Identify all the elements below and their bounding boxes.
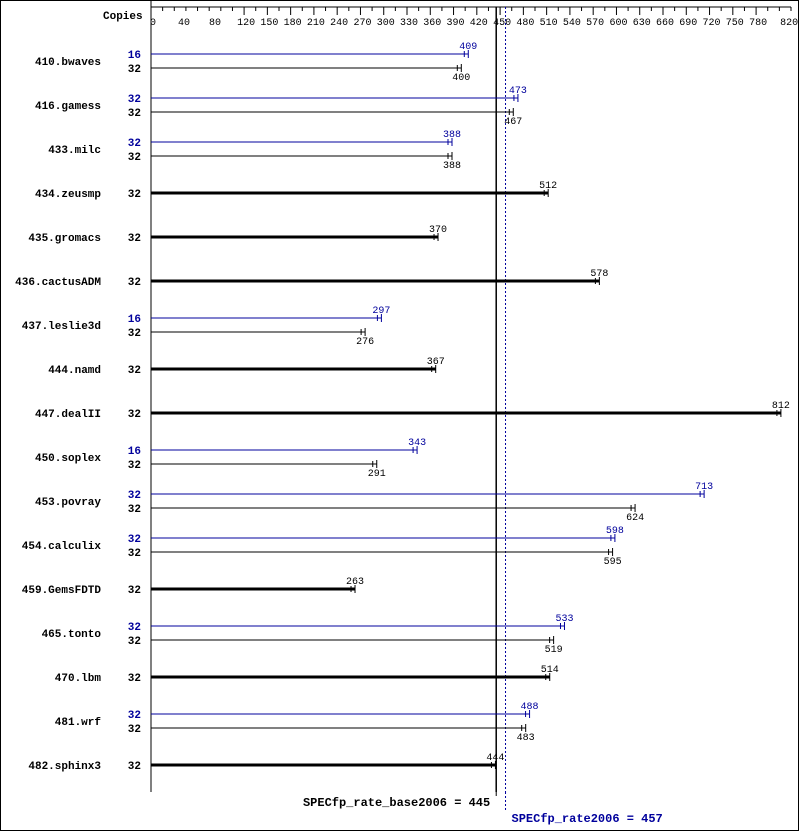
base-score-label: SPECfp_rate_base2006 = 445 — [303, 796, 490, 810]
benchmark-label: 481.wrf — [55, 717, 102, 729]
benchmark-label: 433.milc — [48, 145, 101, 157]
copies-value-peak: 32 — [128, 622, 141, 634]
bar-value-label: 473 — [509, 86, 527, 97]
copies-value-peak: 32 — [128, 710, 141, 722]
axis-tick-label: 420 — [470, 18, 488, 29]
bar-value-label: 367 — [427, 357, 445, 368]
axis-tick-label: 360 — [423, 18, 441, 29]
benchmark-label: 436.cactusADM — [15, 277, 101, 289]
bar-value-label: 578 — [590, 269, 608, 280]
axis-tick-label: 690 — [679, 18, 697, 29]
bar-value-label: 388 — [443, 130, 461, 141]
benchmark-label: 435.gromacs — [28, 233, 101, 245]
benchmark-label: 444.namd — [48, 365, 101, 377]
axis-tick-label: 570 — [586, 18, 604, 29]
copies-value-base: 32 — [128, 108, 141, 120]
benchmark-label: 482.sphinx3 — [28, 761, 101, 773]
bar-value-label: 263 — [346, 577, 364, 588]
axis-tick-label: 750 — [726, 18, 744, 29]
axis-tick-label: 540 — [563, 18, 581, 29]
bar-value-label: 512 — [539, 181, 557, 192]
bar-value-label: 519 — [545, 645, 563, 656]
bar-value-label: 291 — [368, 469, 386, 480]
bar-value-label: 514 — [541, 665, 559, 676]
bar-value-label: 343 — [408, 438, 426, 449]
axis-tick-label: 600 — [609, 18, 627, 29]
copies-value-base: 32 — [128, 328, 141, 340]
copies-value: 32 — [128, 761, 141, 773]
bar-value-label: 624 — [626, 513, 644, 524]
copies-value-base: 32 — [128, 152, 141, 164]
copies-value-peak: 32 — [128, 94, 141, 106]
chart-svg: 0408012015018021024027030033036039042045… — [1, 1, 799, 832]
axis-tick-label: 40 — [178, 18, 190, 29]
benchmark-label: 434.zeusmp — [35, 189, 101, 201]
copies-value-peak: 16 — [128, 50, 141, 62]
bar-value-label: 483 — [517, 733, 535, 744]
benchmark-label: 465.tonto — [42, 629, 102, 641]
copies-value: 32 — [128, 409, 141, 421]
axis-tick-label: 390 — [447, 18, 465, 29]
copies-value-peak: 16 — [128, 446, 141, 458]
bar-value-label: 297 — [372, 306, 390, 317]
bar-value-label: 370 — [429, 225, 447, 236]
copies-value-base: 32 — [128, 504, 141, 516]
benchmark-label: 459.GemsFDTD — [22, 585, 102, 597]
axis-tick-label: 300 — [377, 18, 395, 29]
axis-tick-label: 660 — [656, 18, 674, 29]
axis-tick-label: 510 — [540, 18, 558, 29]
copies-value: 32 — [128, 585, 141, 597]
copies-value-peak: 32 — [128, 138, 141, 150]
axis-tick-label: 480 — [516, 18, 534, 29]
benchmark-label: 450.soplex — [35, 453, 101, 465]
benchmark-label: 416.gamess — [35, 101, 101, 113]
axis-tick-label: 720 — [703, 18, 721, 29]
copies-value-base: 32 — [128, 636, 141, 648]
bar-value-label: 467 — [504, 117, 522, 128]
bar-value-label: 488 — [521, 702, 539, 713]
benchmark-label: 410.bwaves — [35, 57, 101, 69]
benchmark-label: 453.povray — [35, 497, 101, 509]
copies-value-base: 32 — [128, 548, 141, 560]
copies-value-peak: 32 — [128, 534, 141, 546]
axis-tick-label: 630 — [633, 18, 651, 29]
axis-tick-label: 240 — [330, 18, 348, 29]
bar-value-label: 598 — [606, 526, 624, 537]
bar-value-label: 812 — [772, 401, 790, 412]
bar-value-label: 400 — [452, 73, 470, 84]
copies-header: Copies — [103, 11, 143, 23]
bar-value-label: 713 — [695, 482, 713, 493]
axis-tick-label: 180 — [284, 18, 302, 29]
copies-value-base: 32 — [128, 64, 141, 76]
peak-score-label: SPECfp_rate2006 = 457 — [512, 812, 663, 826]
axis-tick-label: 80 — [209, 18, 221, 29]
copies-value: 32 — [128, 365, 141, 377]
copies-value: 32 — [128, 189, 141, 201]
copies-value-base: 32 — [128, 724, 141, 736]
bar-value-label: 388 — [443, 161, 461, 172]
axis-tick-label: 330 — [400, 18, 418, 29]
bar-value-label: 444 — [486, 753, 504, 764]
copies-value: 32 — [128, 233, 141, 245]
axis-tick-label: 150 — [260, 18, 278, 29]
benchmark-label: 447.dealII — [35, 409, 101, 421]
copies-value-peak: 32 — [128, 490, 141, 502]
bar-value-label: 409 — [459, 42, 477, 53]
copies-value: 32 — [128, 277, 141, 289]
copies-value-peak: 16 — [128, 314, 141, 326]
axis-tick-label: 820 — [780, 18, 798, 29]
copies-value: 32 — [128, 673, 141, 685]
bar-value-label: 276 — [356, 337, 374, 348]
axis-tick-label: 120 — [237, 18, 255, 29]
axis-tick-label: 270 — [353, 18, 371, 29]
copies-value-base: 32 — [128, 460, 141, 472]
axis-tick-label: 780 — [749, 18, 767, 29]
benchmark-label: 470.lbm — [55, 673, 102, 685]
spec-chart: 0408012015018021024027030033036039042045… — [0, 0, 799, 831]
benchmark-label: 437.leslie3d — [22, 321, 101, 333]
benchmark-label: 454.calculix — [22, 541, 102, 553]
axis-tick-label: 210 — [307, 18, 325, 29]
bar-value-label: 533 — [555, 614, 573, 625]
bar-value-label: 595 — [604, 557, 622, 568]
